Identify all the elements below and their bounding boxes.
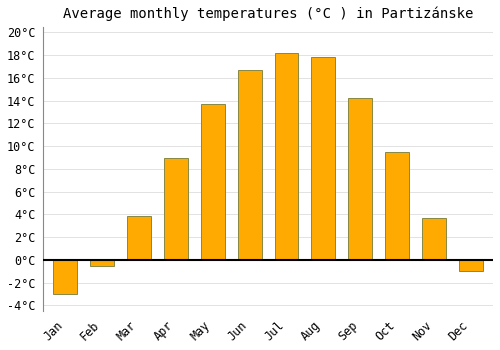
Bar — [422, 218, 446, 260]
Bar — [201, 104, 224, 260]
Bar — [127, 216, 151, 260]
Bar — [164, 158, 188, 260]
Bar — [238, 70, 262, 260]
Title: Average monthly temperatures (°C ) in Partizánske: Average monthly temperatures (°C ) in Pa… — [63, 7, 474, 21]
Bar — [312, 57, 336, 260]
Bar — [274, 53, 298, 260]
Bar — [53, 260, 77, 294]
Bar — [90, 260, 114, 266]
Bar — [385, 152, 409, 260]
Bar — [459, 260, 483, 271]
Bar — [348, 98, 372, 260]
